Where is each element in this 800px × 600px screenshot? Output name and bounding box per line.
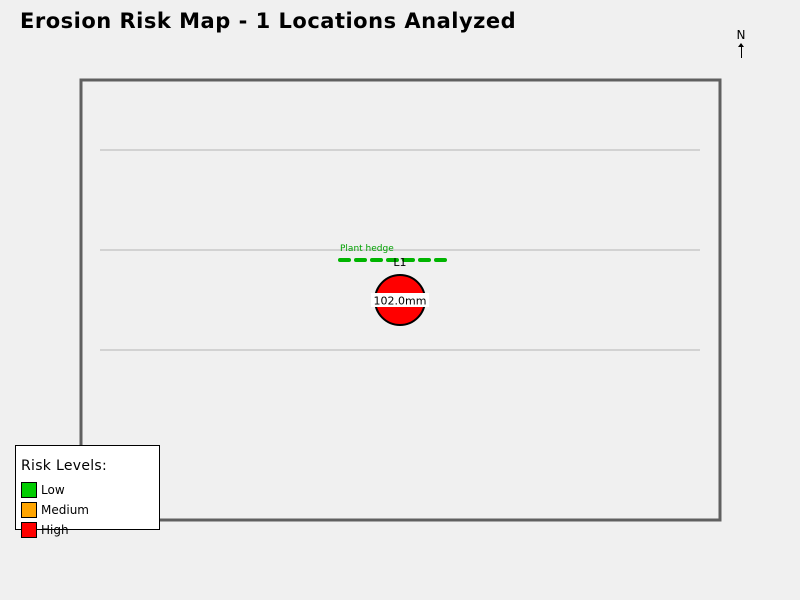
legend-title: Risk Levels: bbox=[21, 458, 108, 474]
high-swatch bbox=[21, 522, 37, 538]
north-arrow-icon bbox=[737, 43, 744, 58]
risk-legend: Risk Levels: Low Medium High bbox=[15, 445, 160, 538]
legend-label-high: High bbox=[41, 523, 69, 537]
legend-label-low: Low bbox=[41, 483, 65, 497]
rainfall-label: 102.0mm bbox=[374, 295, 427, 308]
north-compass: N bbox=[733, 28, 749, 58]
map-title: Erosion Risk Map - 1 Locations Analyzed bbox=[20, 9, 517, 33]
legend-label-medium: Medium bbox=[41, 503, 89, 517]
location-marker-l1[interactable]: Plant hedge L1 102.0mm bbox=[338, 244, 454, 326]
location-id-label: L1 bbox=[393, 256, 406, 269]
rainfall-label-bg bbox=[371, 293, 429, 307]
field-boundary bbox=[79, 78, 722, 522]
recommendation-label: Plant hedge bbox=[340, 244, 394, 254]
low-swatch bbox=[21, 482, 37, 498]
north-label: N bbox=[736, 28, 746, 42]
medium-swatch bbox=[21, 502, 37, 518]
